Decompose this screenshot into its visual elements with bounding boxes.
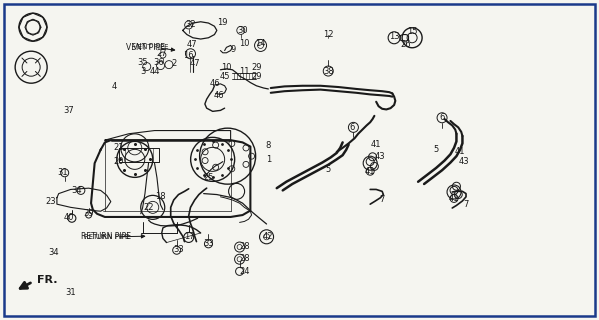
Text: 33: 33 xyxy=(203,239,214,248)
Text: 9: 9 xyxy=(231,45,236,54)
Text: 28: 28 xyxy=(239,254,250,263)
Text: 25: 25 xyxy=(203,173,214,182)
Text: 40: 40 xyxy=(63,213,74,222)
Text: 24: 24 xyxy=(239,268,250,276)
Text: 22: 22 xyxy=(143,203,154,212)
Text: 43: 43 xyxy=(459,157,470,166)
Text: 46: 46 xyxy=(213,92,224,100)
Text: 6: 6 xyxy=(350,123,355,132)
Text: 35: 35 xyxy=(137,58,148,67)
Text: RETURN PIPE: RETURN PIPE xyxy=(81,232,131,241)
Text: 41: 41 xyxy=(449,194,459,203)
Text: 15: 15 xyxy=(407,28,418,36)
Text: RETURN PIPE: RETURN PIPE xyxy=(84,234,129,240)
Text: 38: 38 xyxy=(323,67,334,76)
Text: 36: 36 xyxy=(153,58,164,67)
Text: 47: 47 xyxy=(189,60,200,68)
Text: 5: 5 xyxy=(326,165,331,174)
Text: 44: 44 xyxy=(149,67,160,76)
Text: FR.: FR. xyxy=(37,275,58,285)
Text: 30: 30 xyxy=(237,26,248,35)
Text: 47: 47 xyxy=(186,40,197,49)
Text: 31: 31 xyxy=(58,168,68,177)
Text: 8: 8 xyxy=(266,141,271,150)
Text: VENT PIPE: VENT PIPE xyxy=(126,43,165,52)
Text: 3: 3 xyxy=(140,67,145,76)
Text: 7: 7 xyxy=(380,196,385,204)
Text: 31: 31 xyxy=(65,288,76,297)
Text: 41: 41 xyxy=(371,140,382,149)
Text: 14: 14 xyxy=(255,39,266,48)
Text: 13: 13 xyxy=(389,32,400,41)
Text: 4: 4 xyxy=(111,82,116,91)
Text: VENT PIPE: VENT PIPE xyxy=(133,44,169,50)
Text: 20: 20 xyxy=(113,157,124,166)
Text: 46: 46 xyxy=(209,79,220,88)
Text: 34: 34 xyxy=(49,248,59,257)
Text: 45: 45 xyxy=(219,72,230,81)
Text: 26: 26 xyxy=(401,40,412,49)
Text: 16: 16 xyxy=(183,51,194,60)
Text: 7: 7 xyxy=(464,200,468,209)
Text: 11: 11 xyxy=(239,68,250,76)
Text: 34: 34 xyxy=(71,186,82,195)
Text: 43: 43 xyxy=(375,152,386,161)
Text: 10: 10 xyxy=(239,39,250,48)
Text: 12: 12 xyxy=(323,30,334,39)
Text: 10: 10 xyxy=(221,63,232,72)
Text: 21: 21 xyxy=(113,143,124,152)
Text: 6: 6 xyxy=(440,113,444,122)
Text: 1: 1 xyxy=(266,156,271,164)
Text: 2: 2 xyxy=(171,60,176,68)
Text: 5: 5 xyxy=(434,145,438,154)
Text: 42: 42 xyxy=(263,232,274,241)
Text: 28: 28 xyxy=(239,242,250,251)
Text: 29: 29 xyxy=(251,63,262,72)
Text: 29: 29 xyxy=(251,72,262,81)
Text: 17: 17 xyxy=(184,232,195,241)
Text: 39: 39 xyxy=(83,209,94,218)
Text: 41: 41 xyxy=(365,167,376,176)
Text: 19: 19 xyxy=(217,18,228,27)
Text: 32: 32 xyxy=(185,20,196,29)
Text: 33: 33 xyxy=(173,245,184,254)
Text: 23: 23 xyxy=(46,197,56,206)
Text: 41: 41 xyxy=(455,147,465,156)
Text: 18: 18 xyxy=(155,192,166,201)
Text: 37: 37 xyxy=(63,106,74,115)
Text: 27: 27 xyxy=(156,49,167,58)
